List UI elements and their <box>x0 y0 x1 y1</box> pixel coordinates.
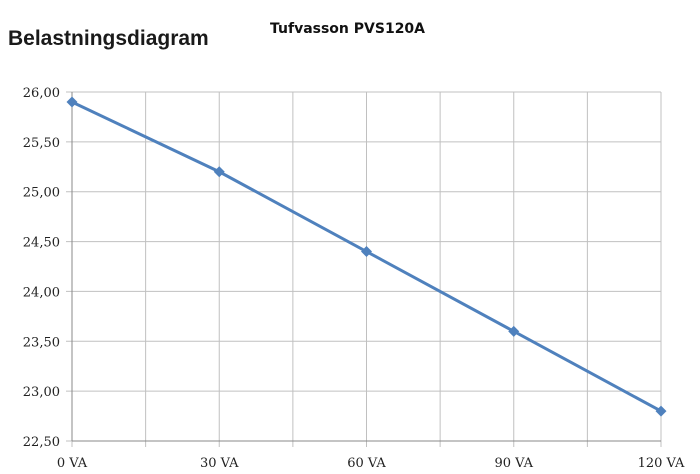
y-tick-label: 23,50 <box>23 335 60 350</box>
y-tick-label: 25,00 <box>23 186 60 201</box>
y-tick-label: 23,00 <box>23 385 60 400</box>
data-point <box>66 96 78 108</box>
data-point <box>508 325 520 337</box>
y-tick-label: 24,50 <box>23 236 60 251</box>
x-tick-label: 30 VA <box>200 456 239 471</box>
data-point <box>213 166 225 178</box>
y-tick-label: 26,00 <box>23 86 60 101</box>
chart-subtitle: Tufvasson PVS120A <box>270 21 426 37</box>
y-tick-label: 22,50 <box>23 435 60 450</box>
chart-title: Belastningsdiagram <box>8 27 209 50</box>
y-tick-label: 24,00 <box>23 285 60 300</box>
data-point <box>655 405 667 417</box>
x-tick-label: 60 VA <box>347 456 386 471</box>
x-tick-label: 90 VA <box>494 456 533 471</box>
data-point <box>361 246 372 258</box>
x-tick-label: 120 VA <box>638 456 685 471</box>
x-tick-label: 0 VA <box>57 456 88 471</box>
y-tick-label: 25,50 <box>23 136 60 151</box>
